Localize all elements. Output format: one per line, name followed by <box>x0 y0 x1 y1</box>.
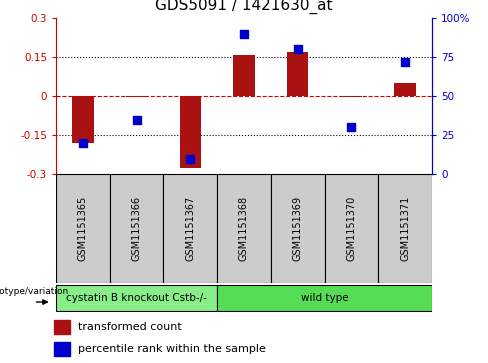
Point <box>294 46 302 52</box>
Bar <box>341 96 362 98</box>
Bar <box>126 96 147 98</box>
Point <box>347 125 355 130</box>
Bar <box>54 342 70 356</box>
Point <box>186 156 194 162</box>
Text: GSM1151367: GSM1151367 <box>185 196 195 261</box>
Point <box>401 59 409 65</box>
Text: wild type: wild type <box>301 293 348 303</box>
Bar <box>287 52 308 96</box>
Bar <box>378 174 432 283</box>
Point <box>79 140 87 146</box>
Text: percentile rank within the sample: percentile rank within the sample <box>78 344 266 354</box>
Text: transformed count: transformed count <box>78 322 182 332</box>
Title: GDS5091 / 1421630_at: GDS5091 / 1421630_at <box>155 0 333 14</box>
Bar <box>110 174 163 283</box>
Text: GSM1151369: GSM1151369 <box>293 196 303 261</box>
Text: cystatin B knockout Cstb-/-: cystatin B knockout Cstb-/- <box>66 293 207 303</box>
Bar <box>56 174 110 283</box>
Bar <box>271 174 325 283</box>
Text: GSM1151366: GSM1151366 <box>132 196 142 261</box>
Text: GSM1151370: GSM1151370 <box>346 196 356 261</box>
Text: GSM1151368: GSM1151368 <box>239 196 249 261</box>
Text: GSM1151371: GSM1151371 <box>400 196 410 261</box>
Point <box>133 117 141 123</box>
Bar <box>217 285 432 311</box>
Bar <box>56 285 217 311</box>
Bar <box>72 96 94 143</box>
Bar <box>163 174 217 283</box>
Bar <box>180 96 201 168</box>
Bar <box>394 83 416 96</box>
Bar <box>325 174 378 283</box>
Bar <box>233 54 255 96</box>
Text: GSM1151365: GSM1151365 <box>78 196 88 261</box>
Bar <box>217 174 271 283</box>
Bar <box>54 320 70 334</box>
Point <box>240 31 248 37</box>
Text: genotype/variation: genotype/variation <box>0 287 68 296</box>
